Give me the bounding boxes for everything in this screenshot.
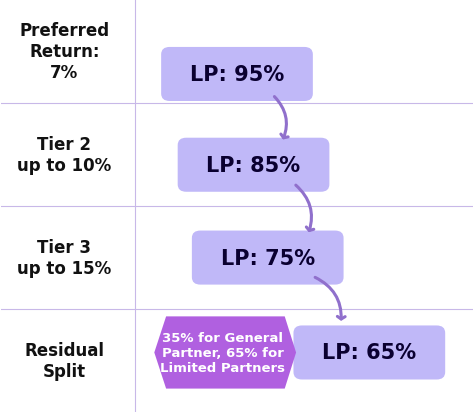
Text: Residual
Split: Residual Split xyxy=(25,342,104,380)
Text: 35% for General
Partner, 65% for
Limited Partners: 35% for General Partner, 65% for Limited… xyxy=(160,331,285,374)
FancyBboxPatch shape xyxy=(293,326,445,380)
Text: LP: 85%: LP: 85% xyxy=(207,155,301,175)
Text: Tier 2
up to 10%: Tier 2 up to 10% xyxy=(18,136,111,174)
FancyBboxPatch shape xyxy=(178,138,329,192)
FancyBboxPatch shape xyxy=(161,48,313,102)
Polygon shape xyxy=(155,317,296,389)
Text: LP: 95%: LP: 95% xyxy=(190,65,284,85)
FancyBboxPatch shape xyxy=(192,231,344,285)
Text: LP: 65%: LP: 65% xyxy=(322,343,416,363)
Text: LP: 75%: LP: 75% xyxy=(221,248,315,268)
Text: Preferred
Return:
7%: Preferred Return: 7% xyxy=(19,22,109,82)
Text: Tier 3
up to 15%: Tier 3 up to 15% xyxy=(18,239,111,277)
